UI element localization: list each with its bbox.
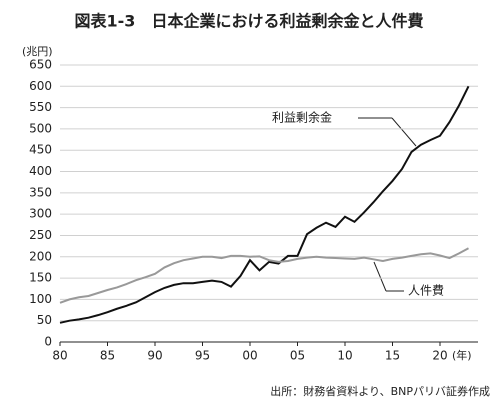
chart-title: 図表1-3 日本企業における利益剰余金と人件費 — [75, 12, 424, 31]
series-line — [59, 247, 469, 304]
y-tick-label: 650 — [29, 58, 52, 72]
y-tick-label: 250 — [29, 228, 52, 242]
y-tick-label: 200 — [29, 249, 52, 263]
y-tick-label: 400 — [29, 164, 52, 178]
y-tick-label: 50 — [37, 313, 52, 327]
x-tick-label: 05 — [290, 349, 305, 363]
series-line — [59, 85, 470, 324]
y-tick-label: 100 — [29, 292, 52, 306]
x-tick-label: 20 — [432, 349, 447, 363]
label-leader — [391, 117, 417, 147]
y-tick-label: 300 — [29, 207, 52, 221]
x-tick-label: 00 — [242, 349, 257, 363]
source-note: 出所：財務省資料より、BNPパリバ証券作成 — [270, 384, 490, 398]
x-tick-label: 95 — [195, 349, 210, 363]
x-tick-label: 85 — [100, 349, 115, 363]
y-tick-label: 450 — [29, 143, 52, 157]
x-tick-label: 10 — [337, 349, 352, 363]
y-axis-label: (兆円) — [22, 45, 53, 58]
series-label: 人件費 — [408, 283, 444, 298]
x-tick-label: 15 — [385, 349, 400, 363]
label-leader — [373, 261, 387, 292]
y-tick-label: 0 — [44, 335, 52, 349]
x-tick-label: 90 — [147, 349, 162, 363]
y-tick-label: 500 — [29, 121, 52, 135]
y-tick-label: 150 — [29, 271, 52, 285]
x-unit-label: (年) — [452, 348, 472, 362]
y-tick-label: 550 — [29, 100, 52, 114]
y-tick-label: 600 — [29, 79, 52, 93]
y-tick-label: 350 — [29, 185, 52, 199]
series-label: 利益剰余金 — [272, 110, 332, 125]
x-tick-label: 80 — [52, 349, 67, 363]
